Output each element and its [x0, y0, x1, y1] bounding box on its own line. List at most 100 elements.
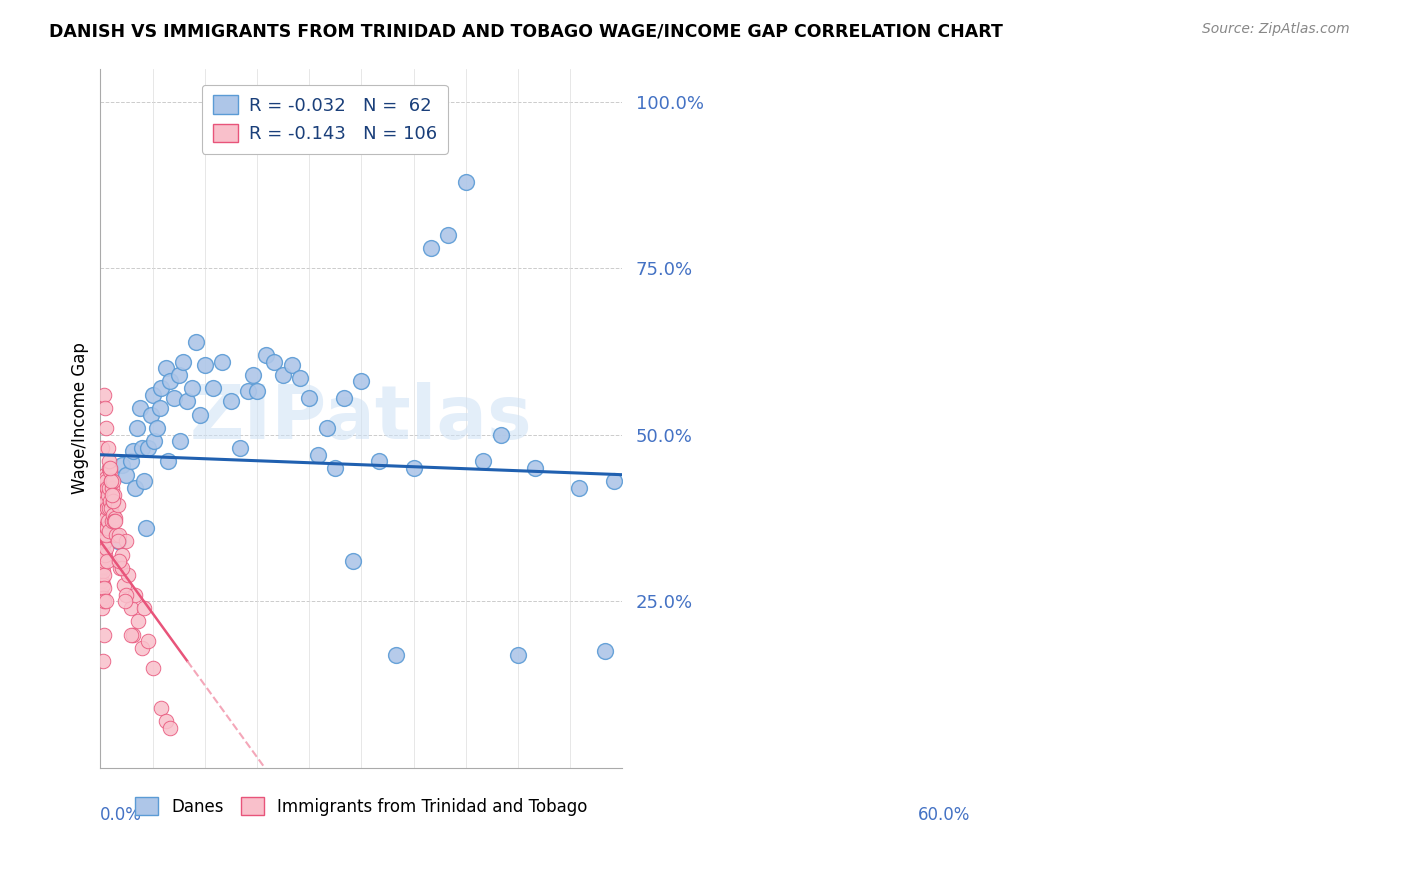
Point	[142, 661, 165, 675]
Point	[120, 600, 142, 615]
Point	[127, 614, 149, 628]
Text: ZIPatlas: ZIPatlas	[190, 382, 533, 455]
Point	[103, 514, 125, 528]
Point	[91, 504, 114, 518]
Point	[128, 401, 150, 416]
Point	[159, 721, 181, 735]
Point	[136, 634, 159, 648]
Point	[94, 488, 117, 502]
Point	[97, 441, 120, 455]
Point	[307, 448, 329, 462]
Point	[100, 481, 122, 495]
Point	[97, 488, 120, 502]
Point	[190, 408, 212, 422]
Point	[271, 368, 294, 382]
Point	[163, 391, 186, 405]
Point	[602, 475, 624, 489]
Point	[150, 700, 173, 714]
Point	[146, 421, 169, 435]
Point	[91, 494, 114, 508]
Point	[568, 481, 591, 495]
Point	[93, 534, 115, 549]
Text: 0.0%: 0.0%	[100, 806, 142, 824]
Point	[122, 444, 145, 458]
Point	[115, 534, 138, 549]
Point	[93, 627, 115, 641]
Point	[93, 567, 115, 582]
Point	[143, 434, 166, 449]
Point	[172, 354, 194, 368]
Text: 60.0%: 60.0%	[918, 806, 970, 824]
Point	[342, 554, 364, 568]
Point	[98, 464, 121, 478]
Point	[112, 577, 135, 591]
Point	[385, 648, 408, 662]
Point	[90, 548, 112, 562]
Point	[108, 554, 131, 568]
Point	[93, 401, 115, 416]
Point	[93, 521, 115, 535]
Point	[402, 461, 425, 475]
Point	[103, 475, 125, 489]
Point	[110, 561, 132, 575]
Point	[120, 454, 142, 468]
Point	[91, 521, 114, 535]
Point	[93, 581, 115, 595]
Point	[91, 591, 114, 605]
Point	[91, 561, 114, 575]
Point	[104, 511, 127, 525]
Point	[115, 588, 138, 602]
Text: DANISH VS IMMIGRANTS FROM TRINIDAD AND TOBAGO WAGE/INCOME GAP CORRELATION CHART: DANISH VS IMMIGRANTS FROM TRINIDAD AND T…	[49, 22, 1002, 40]
Point	[111, 548, 134, 562]
Point	[94, 521, 117, 535]
Y-axis label: Wage/Income Gap: Wage/Income Gap	[72, 343, 89, 494]
Point	[125, 421, 148, 435]
Point	[105, 527, 128, 541]
Point	[100, 488, 122, 502]
Point	[94, 471, 117, 485]
Point	[96, 501, 118, 516]
Point	[94, 504, 117, 518]
Text: Source: ZipAtlas.com: Source: ZipAtlas.com	[1202, 22, 1350, 37]
Point	[290, 371, 312, 385]
Point	[91, 551, 114, 566]
Point	[132, 475, 155, 489]
Point	[94, 541, 117, 555]
Point	[323, 461, 346, 475]
Point	[90, 531, 112, 545]
Point	[96, 494, 118, 508]
Point	[91, 577, 114, 591]
Point	[202, 381, 225, 395]
Point	[91, 654, 114, 668]
Point	[91, 514, 114, 528]
Point	[263, 354, 285, 368]
Point	[100, 475, 122, 489]
Point	[593, 644, 616, 658]
Point	[472, 454, 495, 468]
Point	[93, 508, 115, 522]
Point	[437, 227, 460, 242]
Point	[131, 441, 153, 455]
Point	[180, 381, 202, 395]
Point	[98, 481, 121, 495]
Point	[97, 514, 120, 528]
Point	[167, 368, 190, 382]
Point	[107, 534, 129, 549]
Point	[184, 334, 207, 349]
Point	[103, 488, 125, 502]
Point	[98, 524, 121, 539]
Point	[90, 517, 112, 532]
Point	[90, 561, 112, 575]
Point	[159, 375, 181, 389]
Point	[101, 494, 124, 508]
Point	[96, 481, 118, 495]
Point	[96, 554, 118, 568]
Point	[120, 627, 142, 641]
Point	[107, 498, 129, 512]
Point	[333, 391, 356, 405]
Point	[211, 354, 233, 368]
Point	[100, 475, 122, 489]
Point	[194, 358, 217, 372]
Point	[254, 348, 277, 362]
Point	[91, 588, 114, 602]
